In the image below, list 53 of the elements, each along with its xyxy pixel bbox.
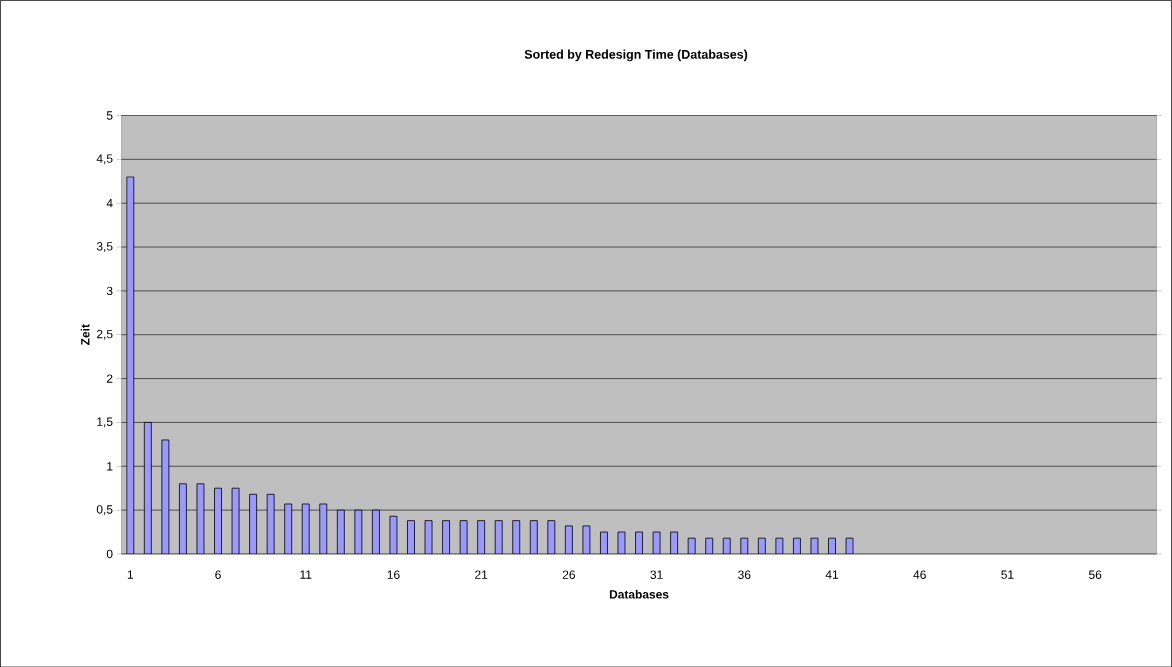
bar [705,537,714,554]
y-tick-label: 2,5 [96,329,113,340]
bar [722,537,731,554]
bar [845,537,854,554]
bar [740,537,749,554]
bar [652,531,661,554]
bar [757,537,766,554]
x-tick-label: 41 [825,570,839,579]
bar [810,537,819,554]
x-tick-label: 31 [650,570,663,579]
bar [477,520,486,554]
x-tick-label: 1 [127,570,134,579]
x-tick-label: 46 [913,570,926,579]
chart-title: Sorted by Redesign Time (Databases) [524,49,748,62]
bar [442,520,450,554]
bar [407,520,415,554]
bar [617,531,626,554]
bar [459,520,468,554]
y-tick-label: 0 [106,549,113,558]
y-tick-label: 3 [106,286,113,295]
x-tick-label: 26 [562,570,575,579]
bar [389,515,398,554]
y-axis-title: Zeit [80,324,90,345]
bar [494,520,503,554]
bar [793,537,801,554]
bar [582,525,591,554]
bar [547,520,556,554]
bar [670,531,679,554]
y-tick-label: 4,5 [96,154,113,164]
bar [828,537,836,554]
bar [529,520,538,554]
x-tick-label: 51 [1001,570,1014,579]
x-tick-label: 21 [475,570,488,579]
bar [424,520,433,554]
y-tick-label: 1 [107,461,113,471]
bar [512,520,521,554]
y-tick-label: 5 [106,111,113,120]
x-axis-title: Databases [609,589,669,599]
bar [564,525,573,554]
y-tick-label: 1,5 [97,417,113,428]
y-tick-label: 4 [106,198,113,208]
bar [600,531,608,554]
x-tick-label: 16 [387,570,400,579]
x-tick-label: 56 [1088,570,1102,579]
y-tick-label: 2 [106,374,113,383]
y-tick-label: 3,5 [96,241,113,252]
bar [687,537,696,554]
y-tick-label: 0,5 [96,504,113,515]
x-tick-label: 36 [738,570,751,579]
bar [635,531,643,554]
x-tick-label: 6 [215,570,221,579]
x-tick-label: 11 [300,570,312,579]
bar [775,537,784,554]
